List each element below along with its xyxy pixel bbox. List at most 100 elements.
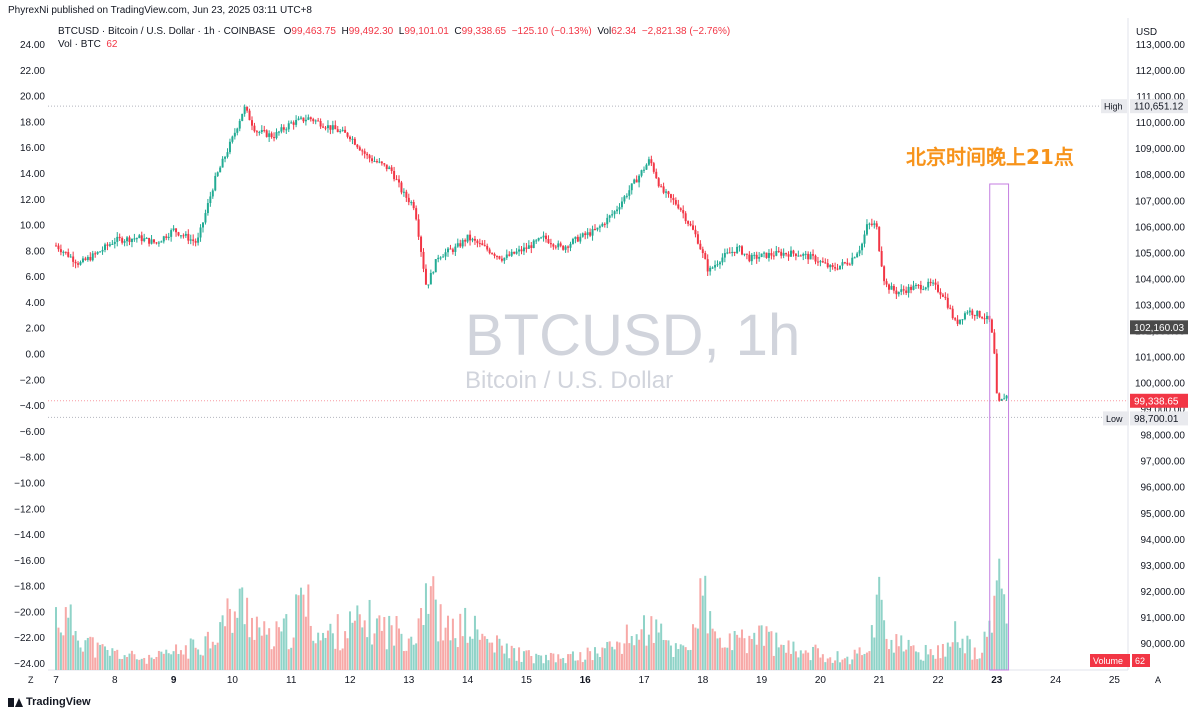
candle-body (481, 243, 484, 246)
zoom-button[interactable]: Z (28, 675, 34, 685)
candle-body (733, 251, 736, 254)
volume-bar (498, 638, 501, 670)
highlight-box (989, 183, 1010, 671)
left-tick-label: 16.00 (20, 143, 45, 154)
volume-bar (934, 658, 937, 670)
volume-bar (106, 649, 109, 670)
candle-body (363, 151, 366, 154)
right-axis[interactable]: 113,000.00 112,000.00 111,000.00 110,000.00… (1135, 40, 1185, 650)
volume-bar (439, 604, 442, 670)
candle-body (868, 223, 871, 225)
candle-body (782, 253, 785, 256)
volume-legend[interactable]: Vol · BTC 62 (58, 39, 117, 50)
candle-body (858, 250, 861, 254)
candle-body (750, 254, 753, 262)
candle-body (317, 120, 320, 122)
volume-bar (153, 659, 155, 670)
symbol-description[interactable]: BTCUSD · Bitcoin / U.S. Dollar · 1h · CO… (58, 26, 276, 37)
currency-label[interactable]: USD (1136, 27, 1157, 38)
time-tick-label: 23 (991, 675, 1003, 686)
volume-bar (640, 629, 643, 670)
last-price-value: 99,338.65 (1134, 396, 1179, 407)
candle-body (821, 261, 824, 263)
volume-bar (633, 645, 636, 670)
volume-bar (606, 641, 609, 670)
volume-bar (802, 653, 805, 670)
left-tick-label: 4.00 (26, 298, 46, 309)
volume-bar (111, 648, 114, 670)
candle-body (912, 285, 915, 290)
volume-bar (77, 640, 80, 670)
candle-body (260, 130, 263, 133)
volume-bar (488, 642, 491, 670)
left-tick-label: −18.00 (14, 582, 45, 593)
volume-bar (150, 657, 153, 670)
volume-bar (839, 662, 841, 670)
volume-bar (221, 615, 224, 670)
candle-body (429, 272, 432, 285)
volume-bar (121, 658, 124, 670)
volume-bar (94, 657, 97, 670)
candle-body (569, 243, 572, 248)
volume-bar (777, 647, 780, 670)
volume-bar (84, 640, 87, 670)
candle-body (84, 258, 87, 260)
volume-bar (917, 652, 920, 670)
volume-bar (251, 617, 253, 670)
candle-body (351, 138, 354, 140)
volume-bar (290, 647, 293, 670)
annotation-text: 北京时间晚上21点 (906, 145, 1074, 169)
volume-bar (743, 638, 746, 670)
candle-body (356, 144, 359, 148)
auto-scale-button[interactable]: A (1155, 675, 1161, 685)
volume-bar (829, 657, 832, 670)
low-value: 99,101.01 (404, 26, 449, 37)
volume-bar (319, 640, 322, 670)
candle-body (329, 125, 332, 130)
volume-bar (780, 644, 783, 670)
candle-body (258, 132, 261, 134)
volume-bar (140, 658, 143, 670)
tradingview-logo[interactable]: TradingView (8, 696, 91, 708)
candle-body (255, 131, 258, 133)
volume-bar (689, 649, 692, 670)
volume-bar (444, 627, 447, 670)
high-value: 99,492.30 (348, 26, 394, 37)
candle-body (211, 190, 214, 197)
candle-body (108, 244, 111, 246)
time-tick-label: 21 (874, 675, 886, 686)
time-tick-label: 7 (53, 675, 59, 686)
volume-bar (287, 649, 290, 670)
volume-bar (503, 653, 506, 670)
candle-body (542, 235, 545, 238)
candle-body (880, 251, 883, 267)
volume-bar (692, 624, 694, 670)
volume-bar (253, 639, 256, 670)
candle-body (398, 179, 400, 183)
volume-bar (214, 644, 217, 670)
candle-body (390, 167, 393, 172)
high-value-background (1130, 99, 1188, 114)
candle-body (748, 254, 751, 262)
volume-bar (672, 656, 675, 670)
candle-body (927, 281, 930, 288)
time-tick-label: 22 (932, 675, 944, 686)
candle-body (900, 289, 903, 292)
candle-body (437, 257, 440, 260)
candle-body (498, 256, 501, 259)
price-chart[interactable]: BTCUSD, 1h Bitcoin / U.S. Dollar 北京时间晚上2… (0, 0, 1199, 690)
candle-body (564, 246, 567, 250)
volume-bar (976, 659, 979, 670)
candle-body (94, 253, 97, 255)
volume-bar (669, 645, 672, 670)
candle-body (510, 251, 513, 256)
candle-body (202, 222, 204, 228)
volume-bar (594, 647, 596, 670)
volume-tag-value: 62 (1135, 656, 1145, 666)
time-axis[interactable]: 7 8 9 10 11 12 13 14 15 16 17 18 19 20 21 22 23 24 25 (53, 675, 1120, 686)
candle-body (322, 126, 325, 128)
candle-body (488, 249, 491, 254)
candle-body (758, 256, 761, 259)
candle-body (231, 136, 234, 142)
candle-body (189, 239, 192, 241)
